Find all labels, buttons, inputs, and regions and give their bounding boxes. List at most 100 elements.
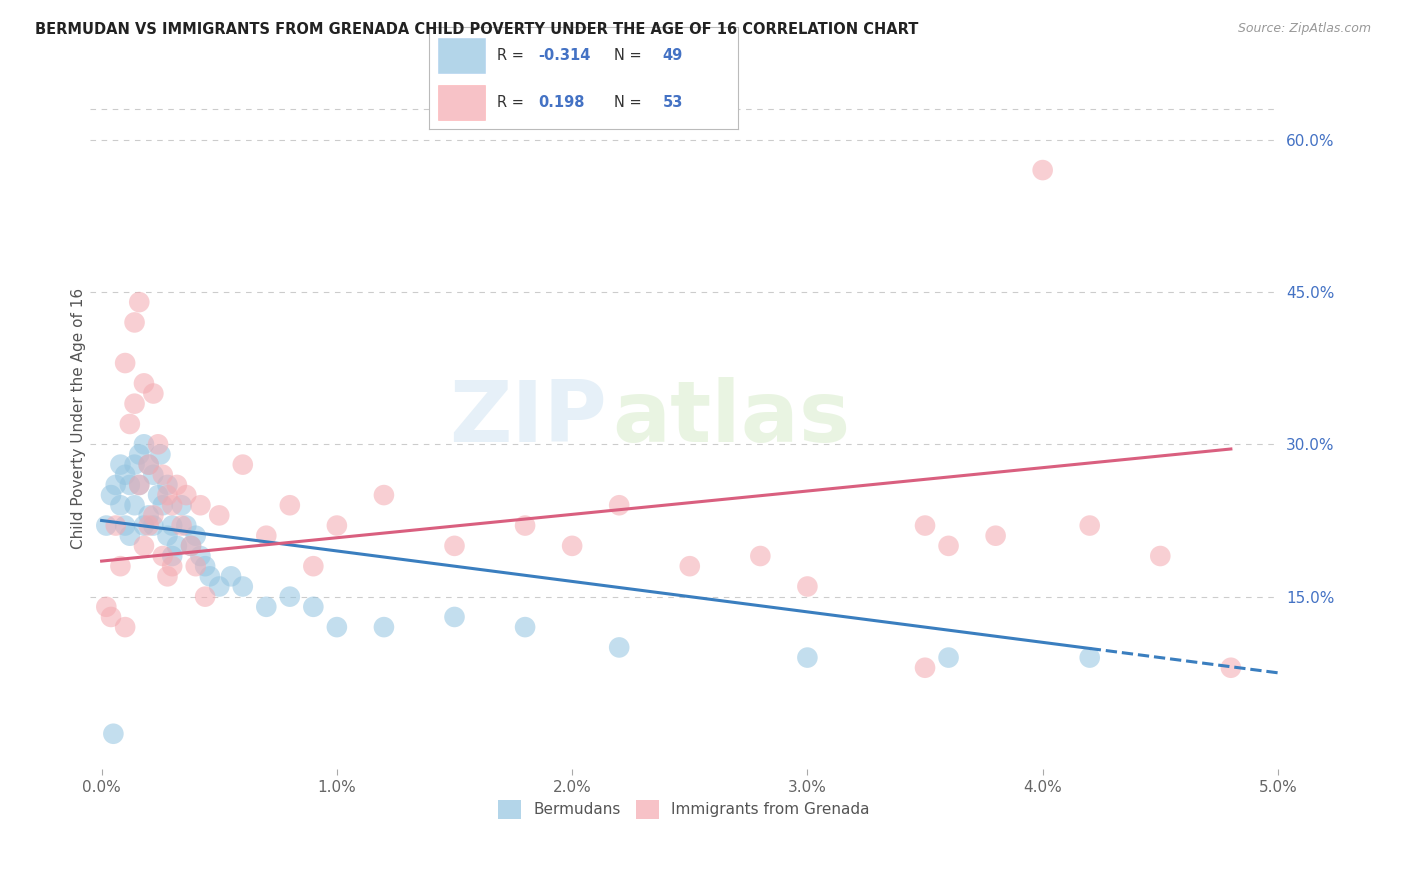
Point [110,559,132,574]
Point [128,447,150,461]
Point [198,569,221,583]
Point [124,458,146,472]
Point [232,458,254,472]
Point [96,518,118,533]
Point [796,580,818,594]
Point [513,518,536,533]
Point [146,488,169,502]
Text: BERMUDAN VS IMMIGRANTS FROM GRENADA CHILD POVERTY UNDER THE AGE OF 16 CORRELATIO: BERMUDAN VS IMMIGRANTS FROM GRENADA CHIL… [35,22,918,37]
Point [194,559,217,574]
Point [176,518,198,533]
Point [607,498,630,512]
Point [170,498,193,512]
Point [96,599,118,614]
Point [142,518,165,533]
Point [190,498,212,512]
Point [114,620,136,634]
Point [124,397,146,411]
Point [232,580,254,594]
Point [1149,549,1171,563]
Point [513,620,536,634]
Point [561,539,583,553]
Point [152,467,174,482]
Point [184,559,207,574]
Point [149,447,172,461]
Text: Source: ZipAtlas.com: Source: ZipAtlas.com [1237,22,1371,36]
Point [104,478,127,492]
Point [118,529,141,543]
Point [219,569,242,583]
Point [1078,650,1101,665]
Point [138,508,160,523]
Point [138,458,160,472]
Point [142,508,165,523]
Point [128,295,150,310]
Point [132,539,155,553]
Point [194,590,217,604]
Point [373,620,395,634]
Point [796,650,818,665]
Point [104,518,127,533]
Point [184,529,207,543]
Y-axis label: Child Poverty Under the Age of 16: Child Poverty Under the Age of 16 [72,288,86,549]
Point [114,518,136,533]
Point [142,467,165,482]
Point [1078,518,1101,533]
Point [160,498,183,512]
Point [443,610,465,624]
Point [156,478,179,492]
Point [254,599,277,614]
Point [156,529,179,543]
Point [302,599,325,614]
Point [914,518,936,533]
Text: R =: R = [496,48,529,63]
Text: -0.314: -0.314 [538,48,591,63]
Point [132,437,155,451]
Point [278,590,301,604]
Point [914,661,936,675]
Point [208,580,231,594]
Text: R =: R = [496,95,533,111]
Point [114,467,136,482]
Point [146,437,169,451]
Text: N =: N = [614,95,647,111]
Text: atlas: atlas [613,377,851,460]
Point [100,488,122,502]
Point [1219,661,1241,675]
Point [152,549,174,563]
Point [373,488,395,502]
Point [326,620,349,634]
Point [100,610,122,624]
Point [118,478,141,492]
Point [938,539,960,553]
Point [679,559,702,574]
Point [110,498,132,512]
Point [110,458,132,472]
Text: 0.198: 0.198 [538,95,585,111]
Point [128,478,150,492]
Text: ZIP: ZIP [449,377,606,460]
Point [103,727,125,741]
Point [114,356,136,370]
Point [180,539,202,553]
Point [984,529,1007,543]
Point [152,498,174,512]
Point [138,458,160,472]
Point [156,488,179,502]
Point [326,518,349,533]
Point [132,376,155,391]
Point [443,539,465,553]
Point [176,488,198,502]
Point [156,569,179,583]
Text: 53: 53 [662,95,683,111]
Point [749,549,772,563]
Point [160,559,183,574]
Point [208,508,231,523]
Point [190,549,212,563]
Point [124,315,146,329]
Point [142,386,165,401]
Point [938,650,960,665]
Point [124,498,146,512]
Point [118,417,141,431]
Legend: Bermudans, Immigrants from Grenada: Bermudans, Immigrants from Grenada [492,794,876,825]
